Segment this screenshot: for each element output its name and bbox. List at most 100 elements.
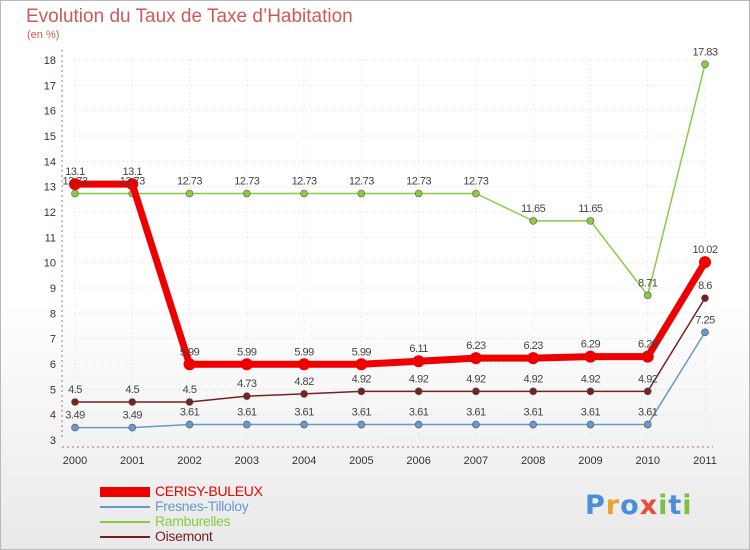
- legend-item-oisemont: Oisemont: [100, 528, 360, 544]
- data-label: 4.82: [294, 376, 314, 388]
- data-label: 12.73: [234, 176, 259, 188]
- y-tick-label: 3: [50, 435, 56, 447]
- data-label: 8.71: [638, 277, 658, 289]
- data-label: 6.11: [409, 343, 428, 355]
- data-label: 3.61: [466, 407, 486, 419]
- data-point: [185, 398, 194, 406]
- data-label: 4.92: [352, 373, 372, 385]
- series-line-1: [75, 331, 706, 429]
- data-point: [584, 350, 597, 363]
- data-label: 4.92: [523, 373, 543, 385]
- data-point: [300, 189, 308, 198]
- data-label: 3.61: [581, 407, 601, 419]
- data-label: 3.49: [123, 410, 143, 422]
- data-label: 10.02: [692, 244, 717, 256]
- y-tick-label: 12: [44, 207, 56, 219]
- logo-letter: i: [682, 490, 693, 521]
- legend-item-cerisy-buleux: CERISY-BULEUX: [100, 483, 360, 499]
- data-point: [298, 358, 311, 371]
- data-point: [243, 420, 251, 429]
- logo-letter: o: [620, 490, 640, 521]
- y-tick-label: 8: [50, 308, 56, 320]
- data-label: 5.99: [294, 346, 314, 358]
- x-tick-label: 2009: [578, 455, 602, 467]
- series-line-3: [75, 297, 706, 403]
- x-tick-label: 2008: [521, 455, 545, 467]
- y-tick-label: 10: [44, 258, 56, 270]
- data-point: [71, 189, 79, 198]
- data-label: 12.73: [120, 176, 145, 188]
- y-tick-label: 11: [45, 232, 56, 244]
- data-point: [185, 189, 194, 198]
- data-label: 4.92: [581, 373, 601, 385]
- data-point: [183, 358, 196, 371]
- data-label: 6.23: [523, 340, 543, 352]
- legend-item-ramburelles: Ramburelles: [100, 513, 360, 529]
- legend: CERISY-BULEUX Fresnes-Tilloloy Ramburell…: [100, 483, 360, 544]
- data-point: [527, 352, 540, 365]
- data-point: [357, 189, 366, 198]
- data-point: [412, 355, 425, 368]
- data-point: [586, 387, 595, 396]
- legend-swatch-oisemont: [100, 536, 150, 538]
- y-tick-label: 18: [44, 55, 56, 67]
- data-point: [243, 392, 251, 400]
- data-point: [643, 420, 652, 429]
- legend-swatch-cerisy-buleux: [100, 487, 150, 497]
- data-label: 11.65: [521, 203, 546, 215]
- data-point: [699, 256, 711, 269]
- data-point: [472, 387, 480, 396]
- data-label: 3.61: [180, 407, 200, 419]
- data-point: [643, 387, 652, 396]
- data-point: [126, 178, 139, 191]
- data-point: [414, 387, 423, 396]
- x-tick-label: 2007: [464, 455, 488, 467]
- data-label: 12.73: [292, 176, 317, 188]
- data-point: [128, 398, 137, 406]
- y-tick-label: 14: [44, 156, 56, 168]
- data-point: [701, 60, 709, 69]
- data-point: [357, 420, 366, 429]
- data-point: [69, 178, 81, 191]
- y-tick-label: 4: [50, 410, 56, 422]
- data-label: 3.61: [237, 407, 257, 419]
- data-label: 3.61: [294, 407, 314, 419]
- data-label: 7.25: [695, 314, 715, 326]
- proxiti-logo: Proxiti: [585, 490, 693, 521]
- y-tick-label: 7: [50, 334, 56, 346]
- data-label: 3.61: [523, 407, 543, 419]
- data-point: [300, 390, 308, 398]
- legend-swatch-fresnes-tilloloy: [100, 506, 150, 508]
- data-label: 6.23: [466, 340, 486, 352]
- data-point: [472, 189, 480, 198]
- legend-label-ramburelles: Ramburelles: [155, 513, 231, 529]
- data-label: 8.6: [698, 280, 712, 292]
- data-point: [472, 420, 480, 429]
- data-label: 4.5: [68, 384, 82, 396]
- data-label: 4.92: [638, 373, 658, 385]
- x-tick-label: 2004: [292, 455, 316, 467]
- logo-letter: t: [668, 490, 683, 521]
- x-tick-label: 2011: [693, 455, 717, 467]
- data-point: [643, 291, 652, 300]
- data-label: 12.73: [62, 176, 87, 188]
- data-label: 3.61: [409, 407, 429, 419]
- data-label: 11.65: [578, 203, 603, 215]
- legend-label-cerisy-buleux: CERISY-BULEUX: [155, 483, 263, 499]
- data-label: 12.73: [177, 176, 202, 188]
- data-point: [701, 294, 709, 302]
- unit-label: (en %): [27, 29, 60, 41]
- data-point: [240, 358, 253, 371]
- y-tick-label: 16: [44, 106, 56, 118]
- data-point: [243, 189, 251, 198]
- data-label: 6.29: [581, 339, 601, 351]
- data-label: 5.99: [352, 346, 372, 358]
- y-tick-label: 6: [50, 359, 56, 371]
- y-tick-label: 17: [44, 80, 56, 92]
- data-point: [414, 189, 423, 198]
- x-tick-label: 2006: [406, 455, 430, 467]
- x-tick-label: 2003: [235, 455, 259, 467]
- data-point: [701, 328, 709, 337]
